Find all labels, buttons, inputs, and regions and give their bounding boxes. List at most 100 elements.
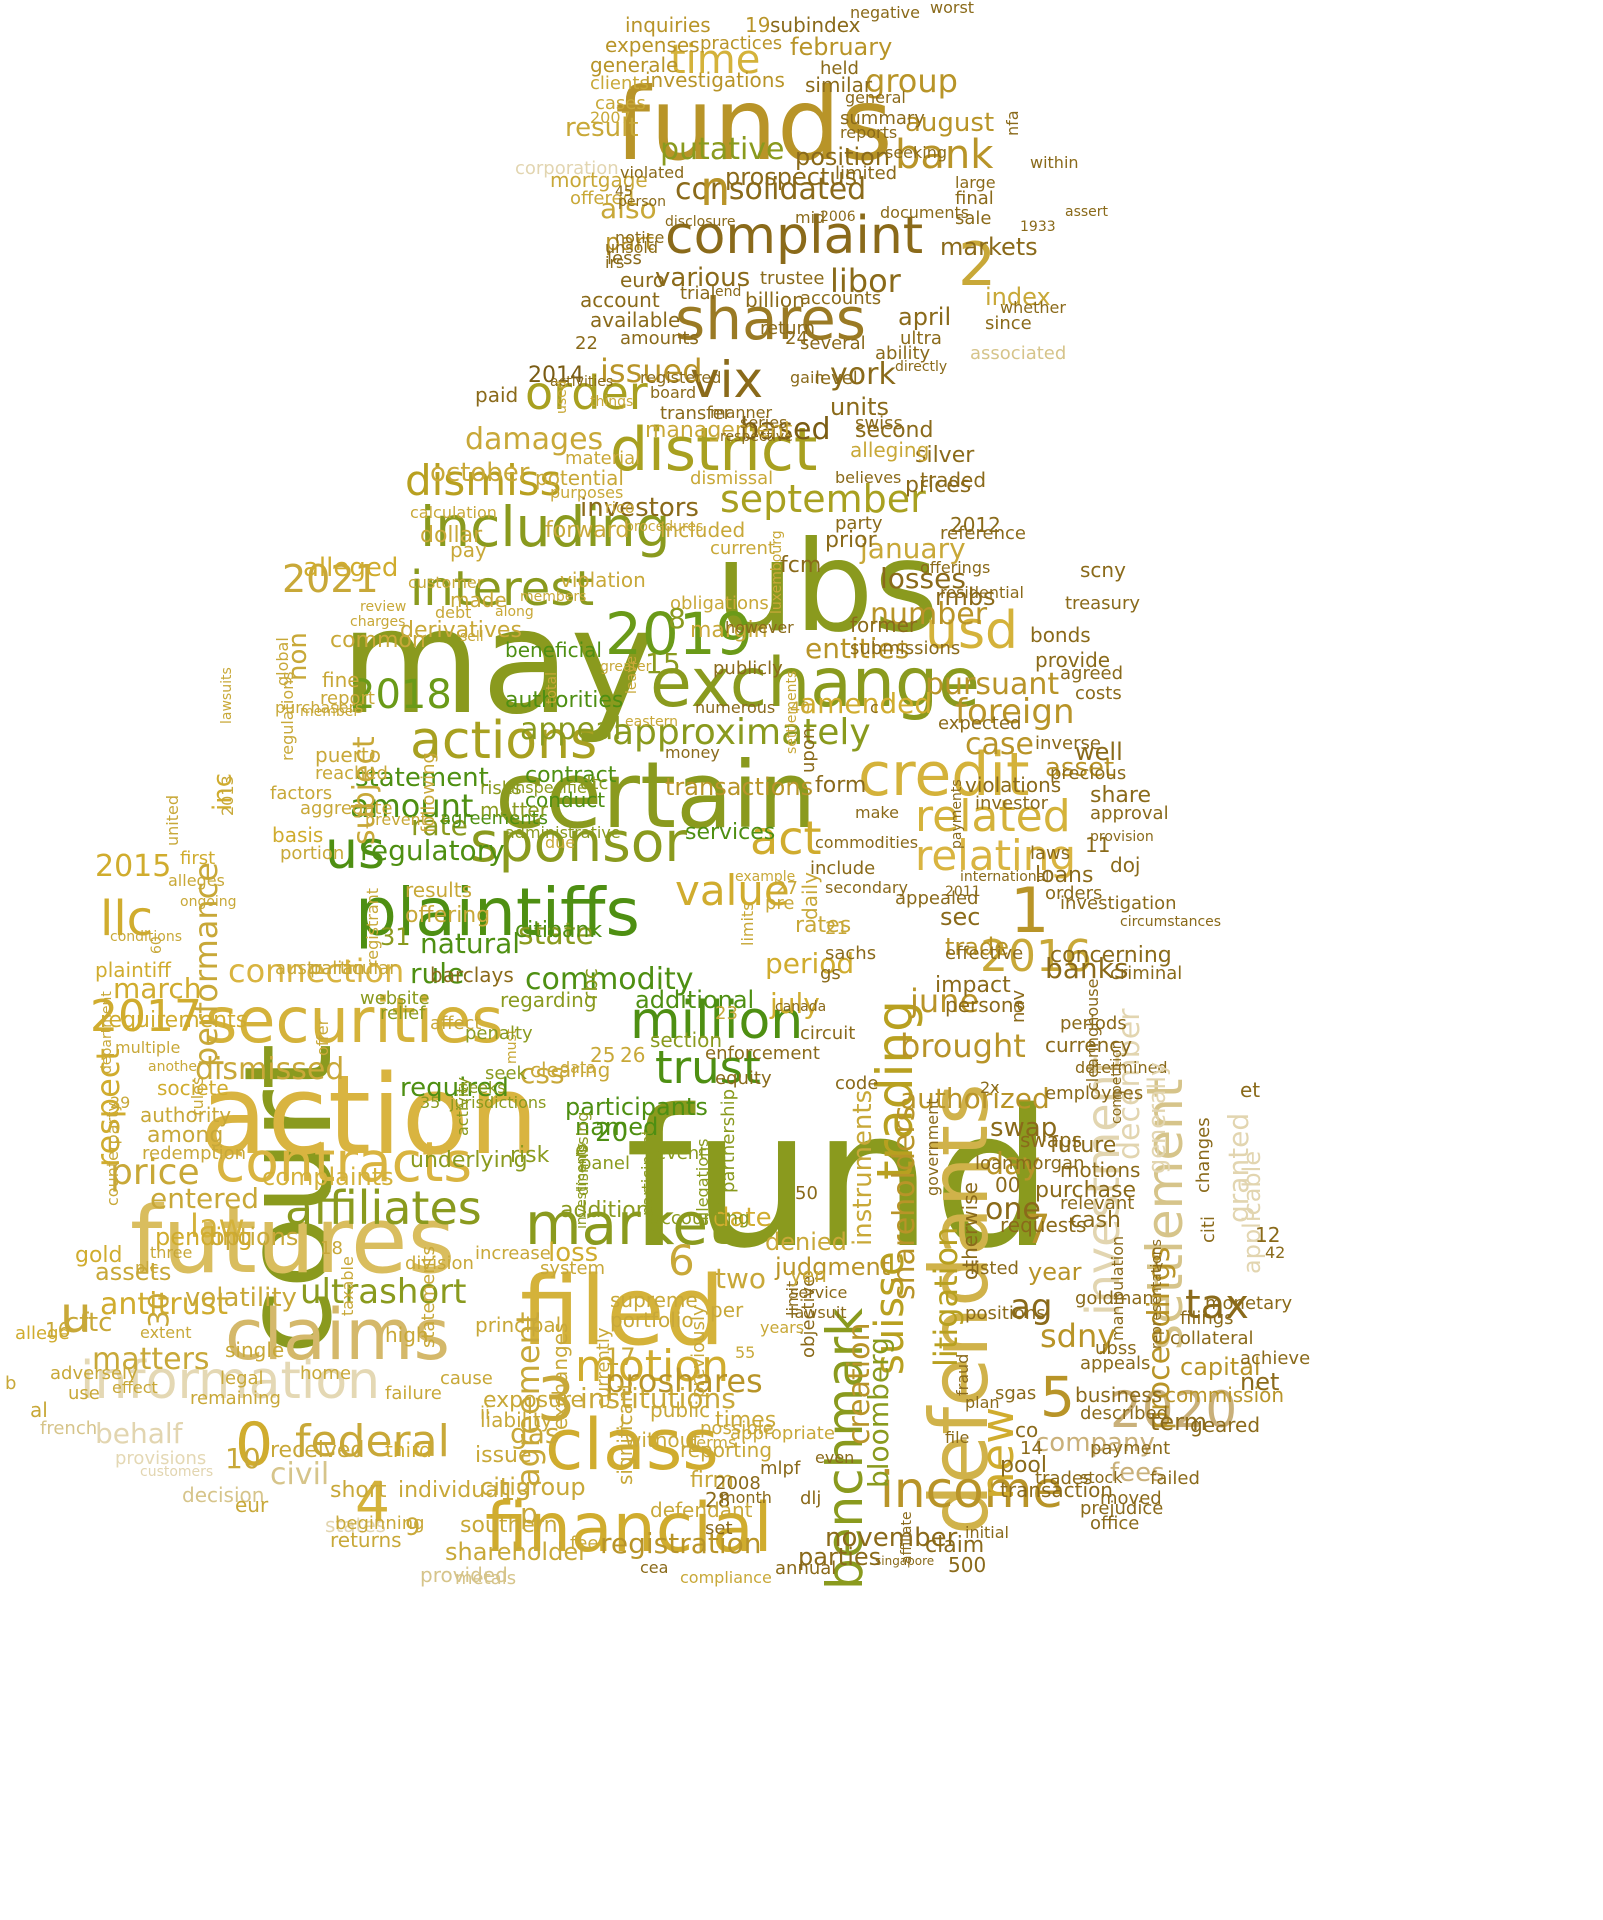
cloud-word: markets (940, 233, 1038, 261)
cloud-word: appropriate (730, 1423, 835, 1444)
cloud-word: criminal (1110, 963, 1183, 984)
cloud-word: procedures (625, 519, 704, 535)
cloud-word: proshares (605, 1362, 763, 1400)
cloud-word: corporation (515, 158, 619, 179)
cloud-word: whether (1000, 298, 1066, 317)
cloud-word: funds (615, 66, 893, 183)
cloud-word: commodity (525, 962, 694, 997)
cloud-word: dtc (580, 773, 609, 794)
cloud-word: activity (453, 1077, 472, 1136)
cloud-word: reporting (680, 1438, 773, 1462)
cloud-word: concerning (1050, 943, 1172, 968)
cloud-word: dlj (800, 1488, 822, 1509)
cloud-word: charges (350, 614, 406, 630)
cloud-word: assets (95, 1258, 172, 1286)
cloud-word: filed (520, 1257, 725, 1367)
cloud-word: luxembourg (769, 530, 785, 614)
cloud-word: increase (475, 1243, 551, 1264)
cloud-word: may (340, 578, 656, 747)
cloud-word: sale (955, 208, 992, 229)
cloud-word: office (1090, 1513, 1140, 1534)
cloud-word: collateral (1170, 1328, 1254, 1349)
cloud-word: two (715, 1262, 767, 1295)
cloud-word: common (330, 628, 426, 653)
cloud-word: sponsor (470, 810, 687, 874)
cloud-word: doj (1110, 853, 1141, 877)
cloud-word: sell (460, 629, 484, 645)
cloud-word: jurisdictions (450, 1093, 547, 1112)
cloud-word: number (870, 597, 988, 632)
cloud-word: associated (970, 343, 1067, 364)
cloud-word: summary (840, 108, 925, 129)
cloud-word: circumstances (1120, 914, 1222, 930)
cloud-word: result (565, 113, 639, 143)
cloud-word: motion (575, 1341, 730, 1392)
cloud-word: compliance (680, 1568, 772, 1587)
cloud-word: limited (835, 163, 898, 184)
cloud-word: effective (945, 943, 1024, 964)
cloud-word: failure (385, 1383, 442, 1404)
cloud-word: motions (1060, 1158, 1141, 1182)
cloud-word: available (590, 308, 681, 332)
cloud-word: 20 (595, 1118, 629, 1148)
cloud-word: website (360, 988, 430, 1009)
cloud-word: included (660, 518, 746, 542)
cloud-word: party (835, 513, 883, 534)
cloud-word: code (835, 1073, 879, 1094)
cloud-word: home (300, 1363, 352, 1384)
cloud-word: c (870, 698, 879, 717)
cloud-word: used (554, 380, 570, 414)
cloud-word: ubss (1095, 1338, 1137, 1359)
cloud-word: million (630, 991, 804, 1051)
cloud-word: ii (480, 1403, 491, 1424)
cloud-word: action (200, 1051, 539, 1179)
cloud-word: single (225, 1338, 285, 1362)
cloud-word: remaining (190, 1388, 281, 1409)
cloud-word: make (855, 803, 899, 822)
cloud-word: united (163, 795, 182, 846)
cloud-word: 5 (1040, 1365, 1075, 1429)
cloud-word: dismissal (690, 468, 774, 489)
cloud-word: taxable (338, 1256, 357, 1316)
cloud-word: seeking (885, 143, 948, 162)
cloud-word: clearing (530, 1058, 611, 1082)
cloud-word: participants (565, 1093, 708, 1121)
cloud-word: monetary (1205, 1293, 1293, 1314)
cloud-word: margin (690, 618, 768, 643)
cloud-word: 12 (1255, 1223, 1281, 1247)
cloud-word: agreements (440, 808, 549, 829)
cloud-word: one (985, 1192, 1041, 1227)
cloud-word: 21 (825, 918, 848, 939)
cloud-word: financial (485, 1489, 773, 1568)
cloud-word: offerings (920, 558, 991, 577)
cloud-word: creation (842, 1322, 877, 1445)
cloud-word: parties (798, 1543, 882, 1571)
cloud-word: 35 (420, 1093, 441, 1112)
cloud-word: period (765, 947, 855, 980)
cloud-word: panel (580, 1153, 630, 1174)
cloud-word: unsold (605, 238, 659, 257)
cloud-word: upon (798, 727, 819, 773)
cloud-word: firm (690, 1468, 734, 1493)
cloud-word: authorities (505, 688, 624, 713)
cloud-word: 2019 (605, 600, 753, 668)
cloud-word: 7 (1025, 1207, 1051, 1253)
cloud-word: legal (220, 1368, 264, 1389)
cloud-word: appealed (895, 888, 979, 909)
cloud-word: appeal (520, 712, 622, 747)
cloud-word: previously (688, 1305, 709, 1398)
cloud-word: eur (235, 1493, 269, 1517)
cloud-word: 42 (1265, 1243, 1286, 1262)
cloud-word: 55 (735, 1343, 756, 1362)
cloud-word: approval (1090, 803, 1169, 824)
cloud-word: use (68, 1383, 100, 1404)
cloud-word: geared (1190, 1413, 1261, 1437)
cloud-word: foreign (955, 692, 1075, 732)
cloud-word: swap (990, 1113, 1058, 1143)
cloud-word: canada (775, 999, 827, 1015)
cloud-word: 11 (1085, 833, 1111, 857)
cloud-word: 2021 (282, 557, 379, 601)
cloud-word: matter (480, 798, 548, 822)
cloud-word: silver (915, 443, 975, 468)
cloud-word: euro (620, 268, 665, 292)
